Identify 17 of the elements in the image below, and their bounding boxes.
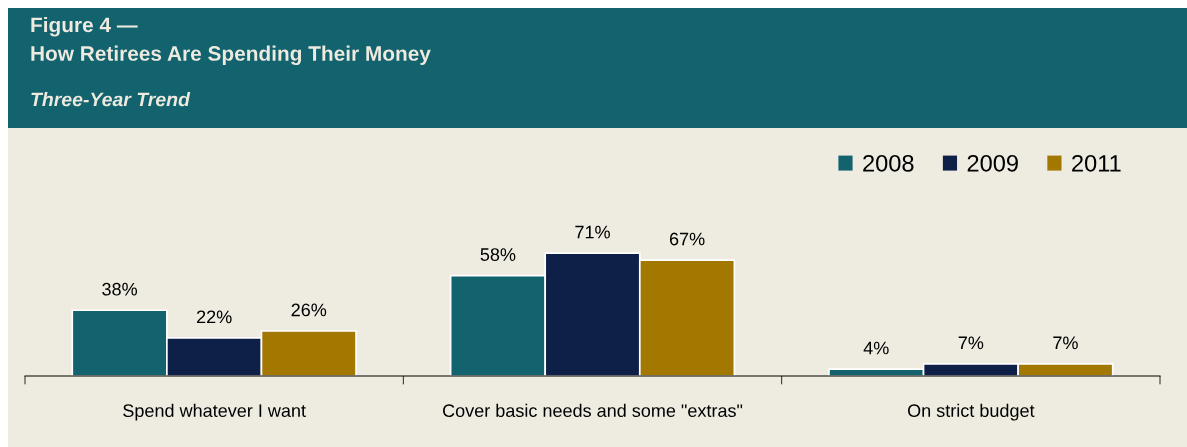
data-label: 38% [102, 282, 138, 296]
chart-title: Figure 4 — How Retirees Are Spending Their Money [31, 17, 431, 66]
data-label: 67% [669, 232, 705, 246]
legend-label: 2009 [967, 154, 1018, 172]
data-label: 4% [863, 341, 889, 355]
data-label: 26% [291, 303, 327, 317]
legend-label: 2011 [1072, 154, 1121, 172]
data-label: 7% [1053, 336, 1078, 350]
data-label: 58% [480, 248, 516, 261]
x-tick-label: Spend whatever I want [123, 403, 306, 421]
data-label: 22% [197, 310, 232, 324]
chart-subtitle: Three-Year Trend [31, 92, 191, 107]
x-tick-label: On strict budget [907, 403, 1035, 421]
data-label: 71% [575, 225, 610, 239]
data-label: 7% [958, 336, 984, 350]
legend-label: 2008 [863, 154, 914, 172]
x-tick-label: Cover basic needs and some "extras" [443, 403, 743, 418]
